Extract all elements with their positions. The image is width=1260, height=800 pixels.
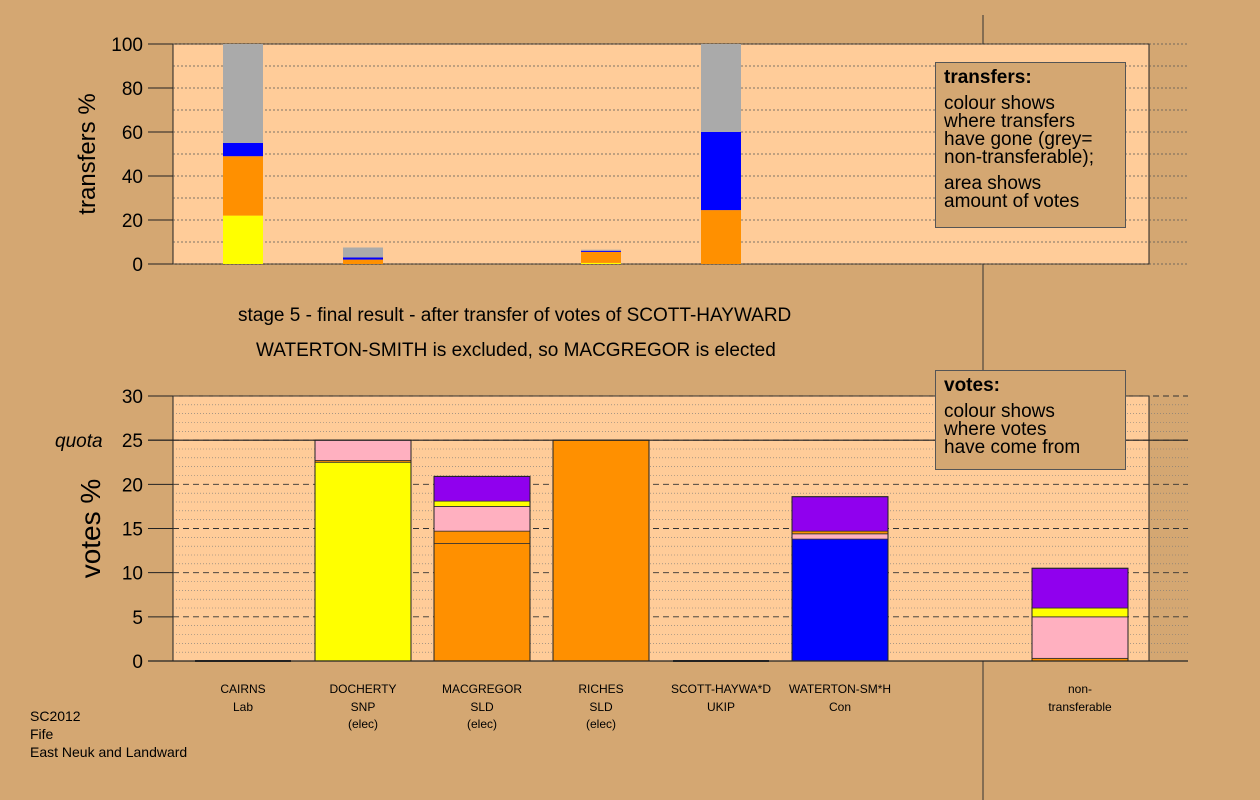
transfers-legend-line: have gone (grey= — [944, 129, 1093, 150]
transfers-y-tick-label: 80 — [122, 79, 143, 100]
votes-y-tick-label: 30 — [122, 387, 143, 408]
transfers-y-tick-label: 100 — [111, 35, 143, 56]
transfers-bar-segment — [581, 250, 621, 252]
transfers-y-tick-label: 60 — [122, 123, 143, 144]
votes-y-tick-label: 25 — [122, 431, 143, 452]
votes-legend-line: have come from — [944, 437, 1081, 458]
transfers-legend-line: non-transferable); — [944, 147, 1094, 168]
footer-line: Fife — [30, 726, 54, 742]
transfers-bar-segment — [701, 44, 741, 132]
transfers-bar-segment — [343, 247, 383, 258]
candidate-name-label: CAIRNS — [220, 682, 265, 696]
quota-label: quota — [55, 431, 103, 452]
votes-bar-segment — [791, 533, 889, 540]
votes-bar-segment — [433, 500, 531, 507]
votes-bar-segment — [433, 506, 531, 532]
votes-y-axis-label: votes % — [75, 479, 106, 579]
votes-bar-segment — [433, 475, 531, 502]
votes-bar-segment — [1031, 616, 1129, 659]
transfers-bar-segment — [581, 251, 621, 263]
candidate-party-label: Con — [829, 700, 851, 714]
result-caption: WATERTON-SMITH is excluded, so MACGREGOR… — [256, 340, 776, 361]
votes-legend-line: colour shows — [944, 401, 1055, 422]
transfers-bar-segment — [223, 143, 263, 157]
transfers-bar-segment — [581, 262, 621, 264]
votes-bar-segment — [433, 530, 531, 544]
candidate-status-label: (elec) — [467, 717, 497, 731]
votes-y-tick-label: 5 — [132, 608, 143, 629]
votes-bar-segment — [1031, 607, 1129, 618]
candidate-status-label: (elec) — [586, 717, 616, 731]
transfers-legend-line: amount of votes — [944, 191, 1080, 212]
votes-bar-segment — [1031, 567, 1129, 609]
candidate-name-label: DOCHERTY — [329, 682, 396, 696]
candidate-name-label: SCOTT-HAYWA*D — [671, 682, 771, 696]
votes-bar-segment — [314, 461, 412, 662]
votes-bar-segment — [314, 439, 412, 461]
transfers-legend: transfers: colour shows where transfers … — [935, 62, 1126, 228]
transfers-bar-segment — [223, 156, 263, 216]
transfers-bar-segment — [581, 249, 621, 251]
transfers-legend-line: where transfers — [944, 111, 1075, 132]
transfers-legend-line: area shows — [944, 173, 1042, 194]
transfers-y-tick-label: 20 — [122, 211, 143, 232]
transfers-y-axis-label: transfers % — [74, 93, 101, 214]
transfers-bar-segment — [343, 257, 383, 260]
votes-y-tick-label: 15 — [122, 520, 143, 541]
transfers-bar-segment — [343, 259, 383, 264]
candidate-party-label: UKIP — [707, 700, 735, 714]
votes-y-tick-label: 0 — [132, 652, 143, 673]
candidate-status-label: (elec) — [348, 717, 378, 731]
transfers-legend-line: colour shows — [944, 93, 1055, 114]
votes-bar-segment — [552, 439, 650, 662]
stage-caption: stage 5 - final result - after transfer … — [238, 305, 792, 326]
votes-y-tick-label: 20 — [122, 475, 143, 496]
candidate-party-label: SLD — [470, 700, 494, 714]
footer: SC2012 Fife East Neuk and Landward — [30, 707, 187, 761]
votes-legend: votes: colour shows where votes have com… — [935, 370, 1126, 470]
candidate-party-label: Lab — [233, 700, 253, 714]
candidate-name-label: MACGREGOR — [442, 682, 522, 696]
candidate-name-label: RICHES — [578, 682, 623, 696]
footer-line: SC2012 — [30, 708, 81, 724]
candidate-party-label: transferable — [1048, 700, 1112, 714]
votes-bar-segment — [791, 538, 889, 662]
candidate-party-label: SNP — [351, 700, 376, 714]
transfers-y-tick-label: 40 — [122, 167, 143, 188]
candidate-name-label: non- — [1068, 682, 1092, 696]
transfers-bar-segment — [223, 215, 263, 264]
votes-y-tick-label: 10 — [122, 564, 143, 585]
candidate-party-label: SLD — [589, 700, 613, 714]
footer-line: East Neuk and Landward — [30, 744, 188, 760]
transfers-legend-title: transfers: — [944, 67, 1032, 88]
transfers-bar-segment — [701, 132, 741, 211]
votes-legend-line: where votes — [944, 419, 1047, 440]
transfers-y-tick-label: 0 — [132, 255, 143, 276]
votes-legend-title: votes: — [944, 375, 1000, 396]
votes-bar-segment — [433, 543, 531, 662]
transfers-bar-segment — [223, 44, 263, 143]
votes-bar-segment — [791, 496, 889, 532]
transfers-bar-segment — [701, 210, 741, 264]
candidate-name-label: WATERTON-SM*H — [789, 682, 891, 696]
